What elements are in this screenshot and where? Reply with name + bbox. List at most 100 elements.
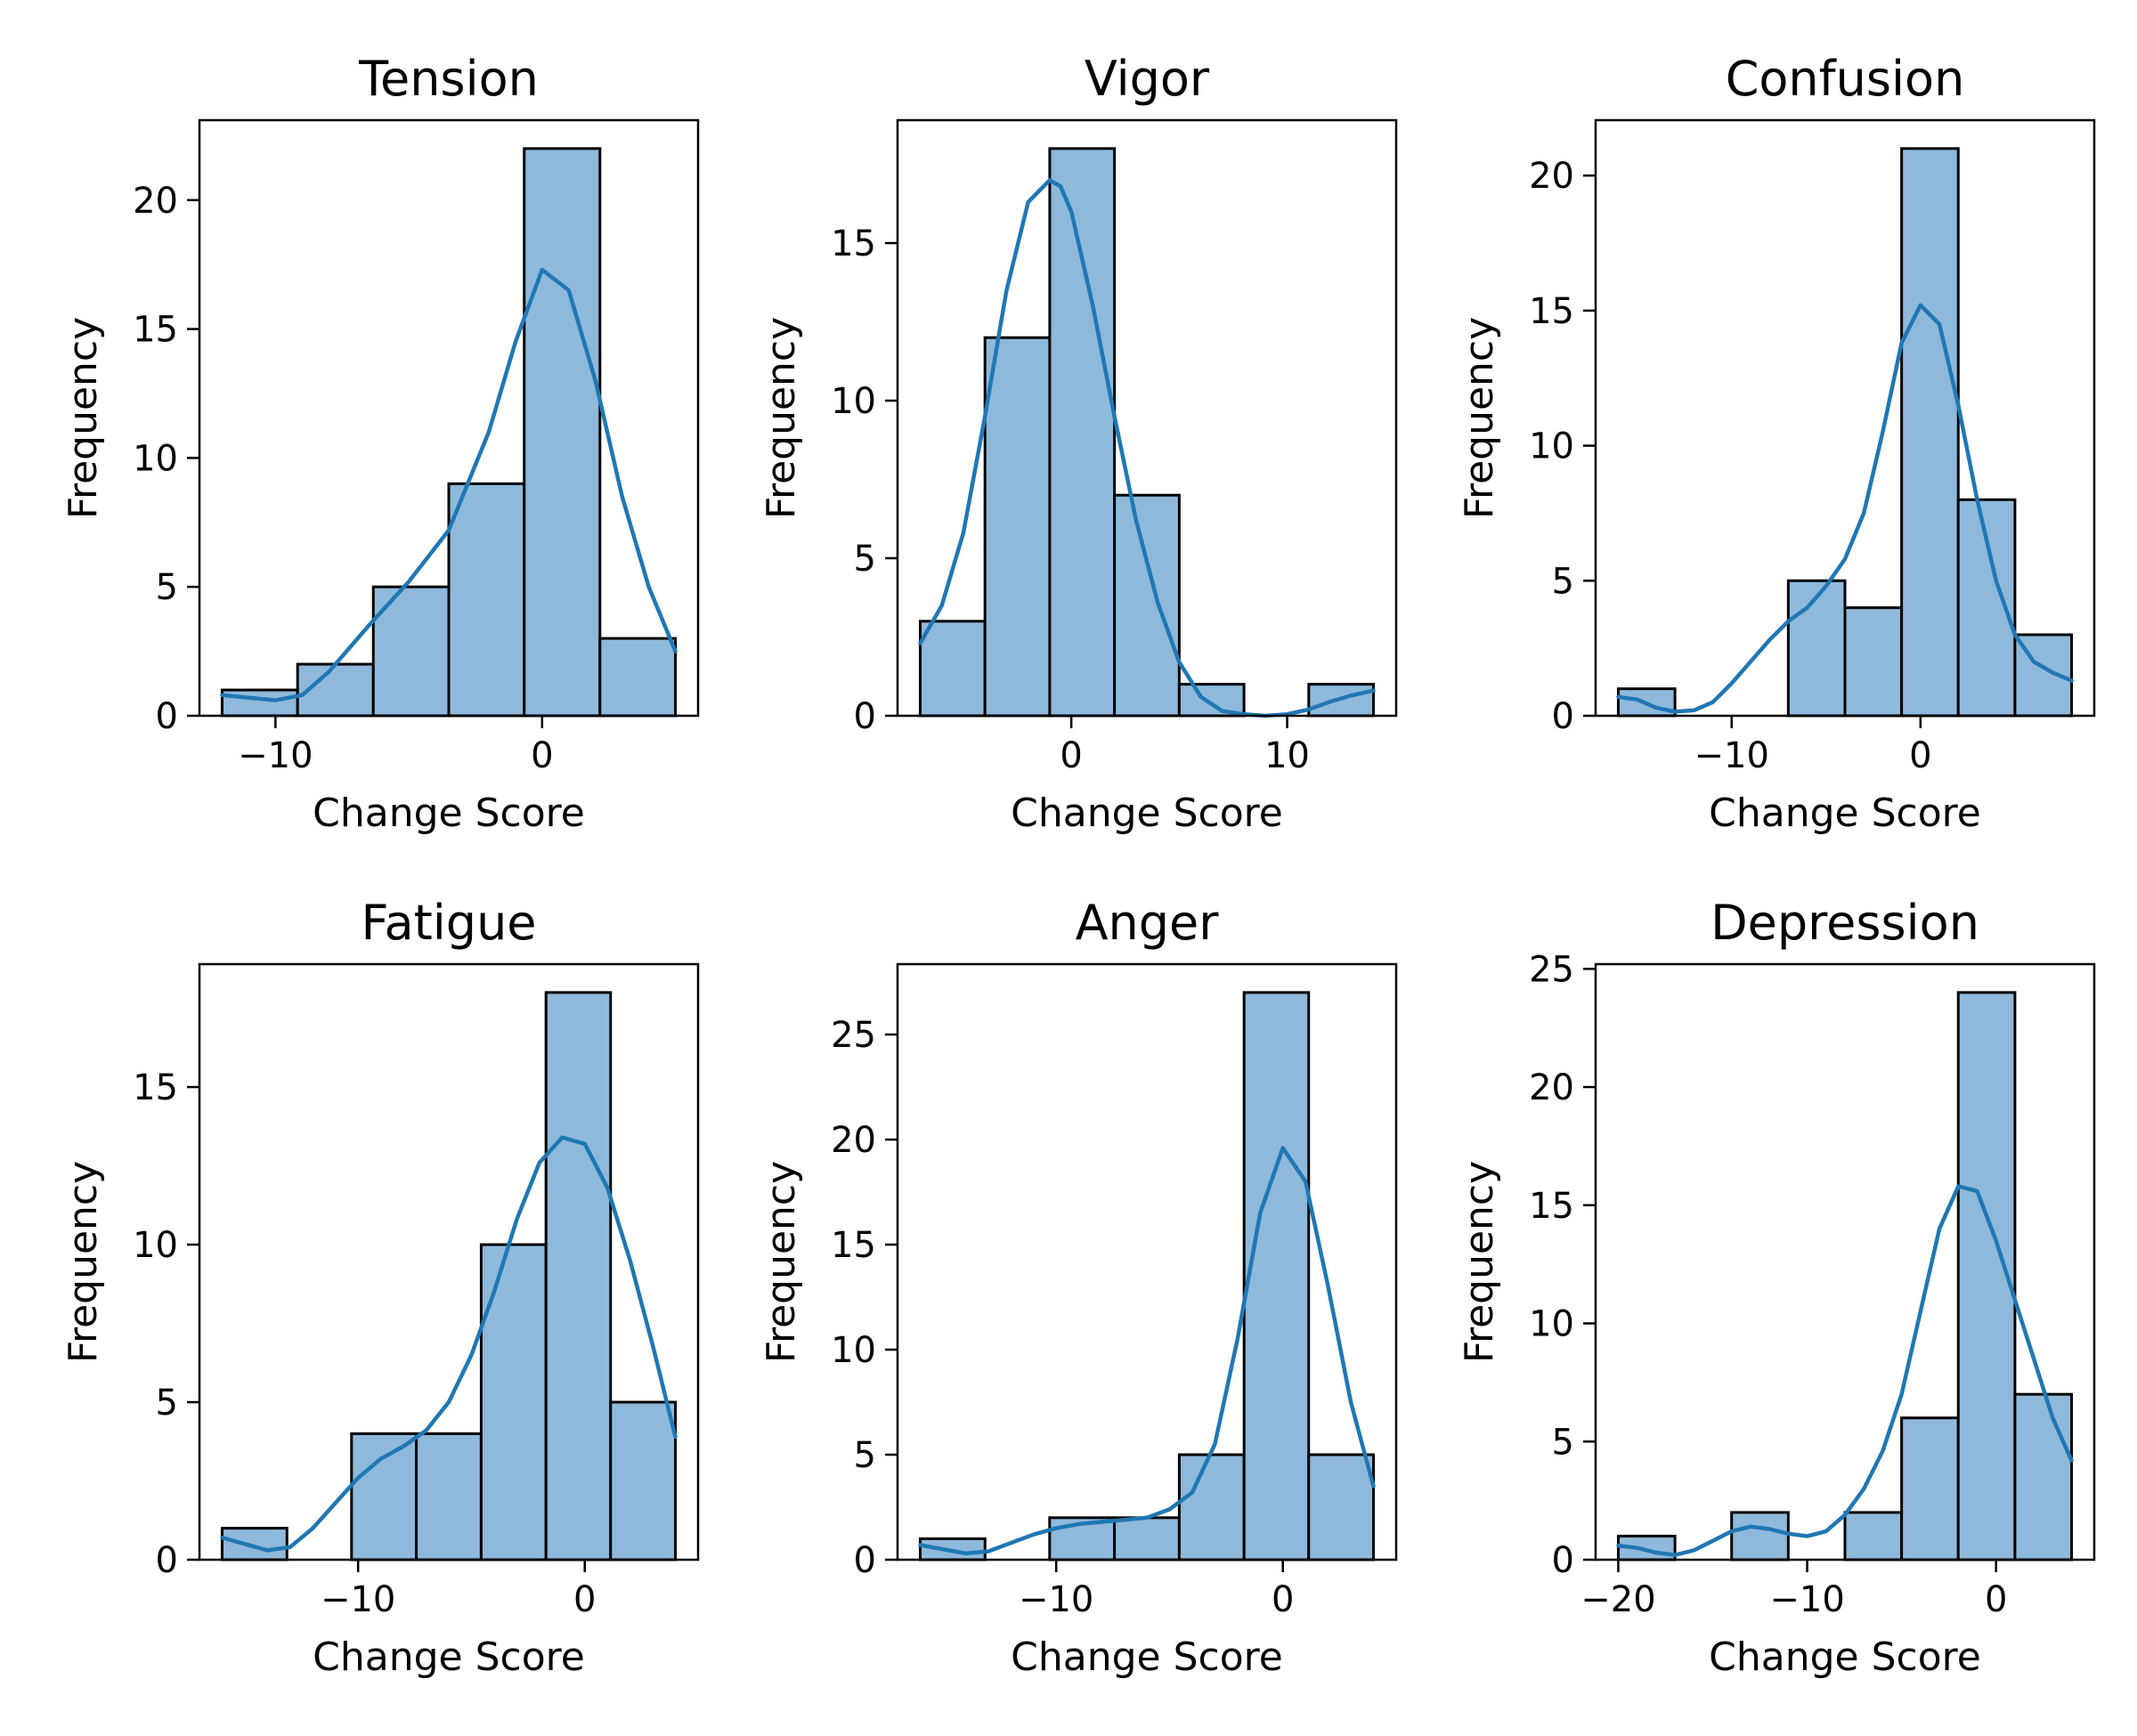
y-tick-label: 5 [854,539,876,580]
panel-title: Tension [358,51,539,107]
kde-curve [918,1146,1376,1556]
y-tick-label: 15 [133,1067,178,1108]
x-tick-label: 0 [1060,735,1082,776]
kde-curve [1616,1184,2074,1557]
histogram-bar [350,1432,418,1562]
histogram-bar [1786,579,1847,718]
x-tick-label: 0 [573,1579,596,1620]
panel-anger: −10 0 0 5 10 15 20 25 Anger Change Score Frequency [759,895,1398,1680]
y-tick-label: 5 [1552,1422,1574,1463]
kde-curve [1616,303,2074,714]
histogram-bar [1307,1453,1376,1562]
axes-frame [198,962,700,1562]
histogram-bar [447,482,526,718]
x-axis-label: Change Score [1709,791,1981,836]
y-tick-label: 0 [156,1540,178,1581]
y-tick-label: 0 [854,696,876,737]
y-tick-label: 10 [1529,1304,1574,1345]
histogram-bar [1730,1511,1790,1562]
kde-curve [220,1135,678,1553]
x-tick-label: 0 [1272,1579,1294,1620]
y-tick-label: 20 [1529,156,1574,197]
y-axis-label: Frequency [1457,317,1502,519]
histogram-bar [918,620,987,718]
panel-tension: −10 0 0 5 10 15 20 Tension Change Score Frequency [61,51,700,836]
histogram-bar [479,1243,548,1562]
y-tick-label: 5 [156,567,178,608]
x-tick-label: −10 [238,735,313,776]
y-axis-label: Frequency [1457,1161,1502,1363]
y-tick-label: 20 [1529,1067,1574,1108]
kde-curve [918,178,1376,718]
panel-title: Vigor [1085,51,1210,107]
y-tick-label: 25 [831,1015,876,1056]
histogram-bar [1113,493,1181,718]
y-axis-label: Frequency [759,317,804,519]
x-axis-label: Change Score [1011,1635,1283,1680]
panel-confusion: −10 0 0 5 10 15 20 Confusion Change Score Frequen… [1457,51,2096,836]
histogram-bar [523,147,602,718]
axes-frame [198,118,700,718]
y-tick-label: 5 [1552,561,1574,602]
panel-title: Anger [1076,895,1220,951]
histogram-bar [544,991,613,1562]
histogram-bar [1177,683,1246,718]
y-tick-label: 10 [1529,426,1574,467]
y-tick-label: 15 [831,223,876,264]
y-tick-label: 0 [854,1540,876,1581]
y-tick-label: 15 [1529,291,1574,332]
histogram-bar [1048,147,1117,718]
x-tick-label: −10 [1769,1579,1844,1620]
y-tick-label: 10 [831,1330,876,1371]
y-tick-label: 0 [156,696,178,737]
y-tick-label: 5 [156,1383,178,1424]
x-tick-label: −10 [1694,735,1769,776]
histogram-bar [1843,606,1904,718]
x-tick-label: 0 [1909,735,1931,776]
y-tick-label: 15 [1529,1186,1574,1227]
panel-title: Fatigue [361,895,536,951]
x-axis-label: Change Score [1709,1635,1981,1680]
axes-frame [1594,118,2096,718]
y-tick-label: 5 [854,1435,876,1476]
histogram-bar [1900,147,1960,718]
panel-fatigue: −10 0 0 5 10 15 Fatigue Change Score Frequency [61,895,700,1680]
y-axis-label: Frequency [759,1161,804,1363]
x-tick-label: −10 [321,1579,395,1620]
axes-frame [896,118,1398,718]
axes-frame [896,962,1398,1562]
y-axis-label: Frequency [61,1161,106,1363]
x-tick-label: −10 [1019,1579,1093,1620]
axes-frame [1594,962,2096,1562]
x-axis-label: Change Score [313,791,585,836]
y-tick-label: 10 [133,438,178,479]
y-tick-label: 20 [133,181,178,222]
y-tick-label: 15 [133,310,178,351]
y-tick-label: 0 [1552,696,1574,737]
histogram-bar [220,1527,288,1562]
y-tick-label: 10 [831,381,876,422]
panel-title: Confusion [1726,51,1965,107]
histogram-bar [609,1400,678,1562]
y-tick-label: 0 [1552,1540,1574,1581]
histogram-bar [1843,1511,1904,1562]
y-axis-label: Frequency [61,317,106,519]
histogram-bar [1113,1516,1181,1562]
histogram-bar [598,637,678,718]
x-tick-label: 0 [1985,1579,2007,1620]
x-axis-label: Change Score [1011,791,1283,836]
panel-depression: −20 −10 0 0 5 10 15 20 25 Depression Change Score F… [1457,895,2096,1680]
y-tick-label: 10 [133,1225,178,1266]
x-axis-label: Change Score [313,1635,585,1680]
y-tick-label: 15 [831,1225,876,1266]
y-tick-label: 25 [1529,949,1574,990]
histogram-bar [1177,1453,1246,1562]
histogram-bar [415,1432,483,1562]
x-tick-label: 0 [531,735,553,776]
panel-vigor: 0 10 0 5 10 15 Vigor Change Score Frequency [759,51,1398,836]
histogram-bar [2013,1392,2074,1562]
y-tick-label: 20 [831,1120,876,1161]
x-tick-label: 10 [1264,735,1310,776]
histogram-bar [220,688,299,718]
